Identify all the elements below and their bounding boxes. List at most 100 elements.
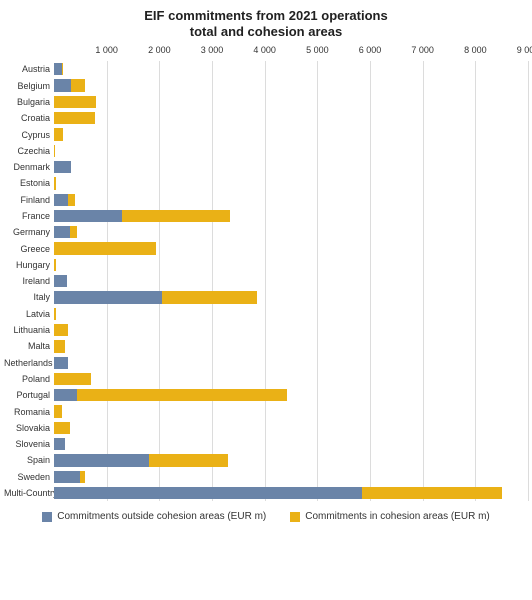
bar-track: [54, 240, 528, 256]
bar-track: [54, 257, 528, 273]
gridline: [528, 61, 529, 501]
bar-seg-cohesion: [77, 389, 288, 401]
table-row: France: [4, 208, 528, 224]
bar-seg-cohesion: [162, 291, 257, 303]
bar-seg-cohesion: [54, 405, 62, 417]
category-label: Denmark: [4, 162, 54, 172]
bar-seg-outside: [54, 454, 149, 466]
category-label: Estonia: [4, 178, 54, 188]
category-label: Spain: [4, 455, 54, 465]
bar-track: [54, 61, 528, 77]
bar-seg-cohesion: [54, 145, 55, 157]
bar-seg-cohesion: [362, 487, 502, 499]
x-axis-tick: 8 000: [464, 45, 487, 55]
table-row: Croatia: [4, 110, 528, 126]
table-row: Cyprus: [4, 126, 528, 142]
bar-seg-cohesion: [54, 373, 91, 385]
table-row: Greece: [4, 240, 528, 256]
category-label: Austria: [4, 64, 54, 74]
category-label: Czechia: [4, 146, 54, 156]
table-row: Finland: [4, 192, 528, 208]
bar-seg-outside: [54, 161, 71, 173]
bar-seg-cohesion: [54, 177, 56, 189]
bar-track: [54, 224, 528, 240]
bar-seg-outside: [54, 471, 80, 483]
bar-track: [54, 94, 528, 110]
category-label: Italy: [4, 292, 54, 302]
category-label: Finland: [4, 195, 54, 205]
bar-track: [54, 273, 528, 289]
bar-seg-cohesion: [54, 324, 68, 336]
table-row: Multi-Country: [4, 485, 528, 501]
bar-seg-outside: [54, 79, 71, 91]
bar-rows: AustriaBelgiumBulgariaCroatiaCyprusCzech…: [4, 61, 528, 501]
chart-area: 1 0002 0003 0004 0005 0006 0007 0008 000…: [4, 45, 528, 501]
table-row: Denmark: [4, 159, 528, 175]
bar-track: [54, 469, 528, 485]
table-row: Portugal: [4, 387, 528, 403]
category-label: Cyprus: [4, 130, 54, 140]
category-label: Slovenia: [4, 439, 54, 449]
bar-seg-outside: [54, 487, 362, 499]
bar-seg-outside: [54, 63, 62, 75]
bar-seg-outside: [54, 438, 65, 450]
x-axis-tick: 3 000: [201, 45, 224, 55]
category-label: Hungary: [4, 260, 54, 270]
category-label: Ireland: [4, 276, 54, 286]
category-label: Germany: [4, 227, 54, 237]
legend-swatch: [290, 512, 300, 522]
table-row: Austria: [4, 61, 528, 77]
x-axis-tick: 6 000: [359, 45, 382, 55]
table-row: Italy: [4, 289, 528, 305]
category-label: Malta: [4, 341, 54, 351]
x-axis-tick: 4 000: [253, 45, 276, 55]
table-row: Latvia: [4, 306, 528, 322]
category-label: Belgium: [4, 81, 54, 91]
bar-seg-cohesion: [122, 210, 230, 222]
table-row: Estonia: [4, 175, 528, 191]
category-label: Croatia: [4, 113, 54, 123]
bar-track: [54, 126, 528, 142]
bar-seg-cohesion: [54, 422, 70, 434]
table-row: Ireland: [4, 273, 528, 289]
x-axis-tick: 5 000: [306, 45, 329, 55]
table-row: Romania: [4, 403, 528, 419]
bar-seg-cohesion: [54, 96, 96, 108]
bar-track: [54, 420, 528, 436]
bar-seg-cohesion: [80, 471, 84, 483]
bar-track: [54, 159, 528, 175]
table-row: Netherlands: [4, 355, 528, 371]
bar-seg-cohesion: [71, 79, 85, 91]
bar-seg-cohesion: [149, 454, 228, 466]
bar-seg-outside: [54, 226, 70, 238]
table-row: Hungary: [4, 257, 528, 273]
table-row: Czechia: [4, 143, 528, 159]
table-row: Spain: [4, 452, 528, 468]
bar-track: [54, 403, 528, 419]
chart-title: EIF commitments from 2021 operations tot…: [0, 8, 532, 39]
bar-seg-cohesion: [54, 340, 65, 352]
table-row: Belgium: [4, 77, 528, 93]
bar-track: [54, 338, 528, 354]
x-axis-tick: 1 000: [95, 45, 118, 55]
bar-track: [54, 436, 528, 452]
bar-track: [54, 143, 528, 159]
bar-track: [54, 175, 528, 191]
x-axis: 1 0002 0003 0004 0005 0006 0007 0008 000…: [4, 45, 528, 59]
bar-track: [54, 355, 528, 371]
bar-seg-cohesion: [62, 63, 64, 75]
bar-seg-cohesion: [54, 308, 56, 320]
bar-seg-outside: [54, 210, 122, 222]
table-row: Sweden: [4, 469, 528, 485]
bar-seg-outside: [54, 357, 68, 369]
category-label: Lithuania: [4, 325, 54, 335]
bar-seg-cohesion: [68, 194, 75, 206]
bar-track: [54, 452, 528, 468]
table-row: Poland: [4, 371, 528, 387]
bar-track: [54, 289, 528, 305]
category-label: Poland: [4, 374, 54, 384]
bar-track: [54, 110, 528, 126]
category-label: Multi-Country: [4, 488, 54, 498]
table-row: Malta: [4, 338, 528, 354]
bar-seg-outside: [54, 389, 77, 401]
